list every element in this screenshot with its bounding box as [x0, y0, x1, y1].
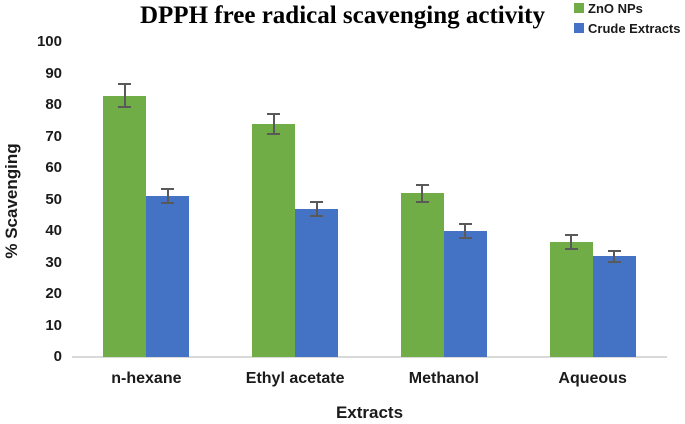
bar-zno-nps: [252, 123, 296, 357]
bar-crude-extracts: [592, 256, 636, 357]
legend: ZnO NPs Crude Extracts: [574, 0, 680, 38]
error-bar-cap: [310, 201, 324, 204]
legend-swatch-zno-nps: [574, 3, 584, 13]
plot-area: [72, 42, 667, 357]
legend-item-crude-extracts: Crude Extracts: [574, 18, 680, 38]
legend-swatch-crude-extracts: [574, 23, 584, 33]
y-tick-label: 0: [53, 348, 62, 365]
y-tick-label: 100: [36, 33, 62, 50]
bar-crude-extracts: [295, 208, 339, 357]
y-tick-label: 80: [45, 96, 62, 113]
y-tick-label: 30: [45, 253, 62, 271]
bar-zno-nps: [103, 95, 147, 357]
error-bar-stem: [613, 249, 616, 263]
y-tick-label: 20: [45, 285, 62, 302]
error-bar-cap: [458, 236, 472, 239]
x-axis-title: Extracts: [335, 403, 404, 422]
y-tick-label: 60: [45, 159, 62, 176]
error-bar-cap: [415, 200, 429, 203]
error-bar-cap: [310, 214, 324, 217]
y-tick-label: 50: [45, 190, 62, 208]
error-bar-cap: [118, 82, 132, 85]
x-tick-label: n-hexane: [111, 370, 182, 387]
x-axis-line: [72, 356, 667, 358]
error-bar-cap: [161, 202, 175, 205]
legend-label-zno-nps: ZnO NPs: [588, 0, 643, 16]
error-bar-stem: [123, 82, 126, 109]
error-bar-cap: [161, 188, 175, 191]
bar-crude-extracts: [146, 196, 190, 357]
error-bar-stem: [421, 183, 424, 203]
bar-zno-nps: [549, 242, 593, 357]
error-bar: [607, 249, 621, 263]
error-bar-cap: [564, 247, 578, 250]
error-bar: [564, 234, 578, 250]
error-bar-cap: [458, 223, 472, 226]
error-bar: [415, 183, 429, 203]
error-bar: [118, 82, 132, 109]
chart-title: DPPH free radical scavenging activity: [139, 2, 545, 29]
y-tick-label: 90: [45, 64, 62, 82]
error-bar-stem: [464, 223, 467, 239]
error-bar-cap: [118, 106, 132, 109]
error-bar-cap: [564, 234, 578, 237]
error-bar-stem: [272, 112, 275, 135]
legend-label-crude-extracts: Crude Extracts: [588, 20, 681, 36]
error-bar-stem: [166, 188, 169, 205]
bar-zno-nps: [400, 193, 444, 357]
error-bar-stem: [315, 201, 318, 217]
x-tick-label: Methanol: [408, 370, 479, 387]
error-bar: [458, 223, 472, 239]
x-tick-label: Ethyl acetate: [245, 370, 345, 387]
error-bar: [267, 112, 281, 135]
error-bar-stem: [570, 234, 573, 250]
y-tick-label: 10: [45, 316, 62, 334]
y-tick-label: 40: [45, 222, 62, 239]
error-bar-cap: [267, 132, 281, 135]
legend-item-zno-nps: ZnO NPs: [574, 0, 680, 18]
error-bar: [161, 188, 175, 205]
error-bar-cap: [267, 112, 281, 115]
y-tick-label: 70: [45, 127, 62, 145]
error-bar-cap: [415, 183, 429, 186]
error-bar-cap: [607, 260, 621, 263]
bar-crude-extracts: [443, 231, 487, 357]
error-bar: [310, 201, 324, 217]
x-tick-label: Aqueous: [558, 370, 627, 387]
error-bar-cap: [607, 249, 621, 252]
